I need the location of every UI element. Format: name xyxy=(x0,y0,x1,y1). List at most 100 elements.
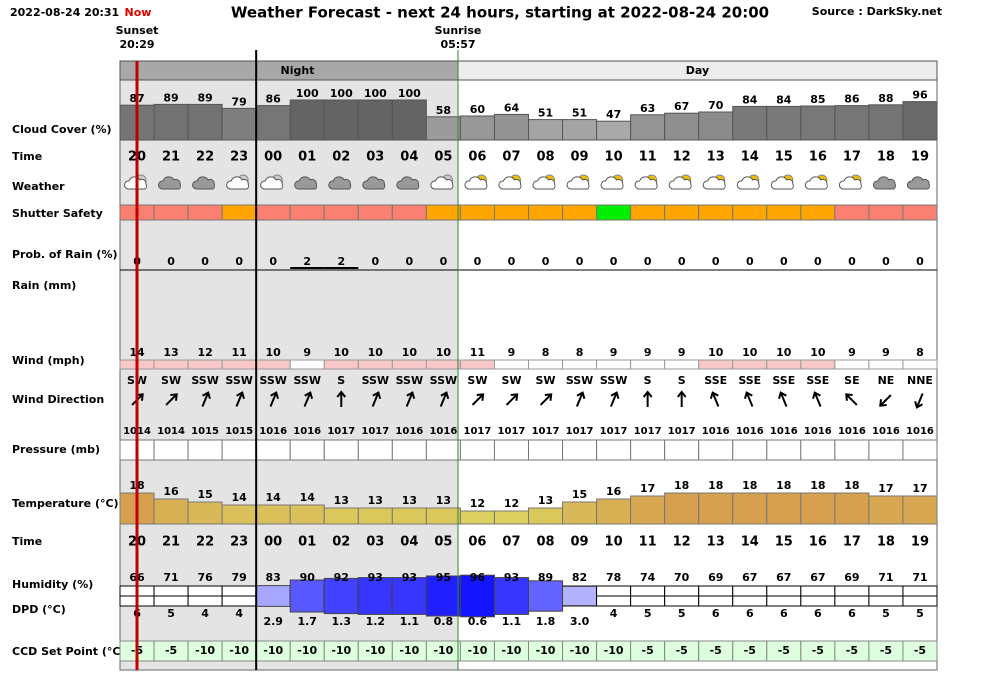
humidity-bar xyxy=(493,577,530,615)
ccd-cell xyxy=(902,640,938,662)
pressure-value: 1014 xyxy=(157,426,185,437)
rain-prob-value: 0 xyxy=(712,255,720,268)
ccd-value: -10 xyxy=(502,644,522,657)
ccd-value: -10 xyxy=(263,644,283,657)
rain-prob-value: 0 xyxy=(780,255,788,268)
pressure-cell xyxy=(834,439,870,461)
icon-cloud xyxy=(158,176,181,190)
ccd-value: -10 xyxy=(468,644,488,657)
wind-direction: SW xyxy=(161,374,181,387)
ccd-value: -5 xyxy=(778,644,790,657)
hour-label: 13 xyxy=(707,150,725,165)
wind-value: 10 xyxy=(742,346,758,359)
arrow-head xyxy=(642,390,653,398)
wind-value: 10 xyxy=(436,346,452,359)
temperature-value: 13 xyxy=(334,494,349,507)
icon-cloud xyxy=(294,176,318,190)
pressure-value: 1016 xyxy=(736,426,764,437)
wind-direction: SSW xyxy=(362,374,389,387)
pressure-value: 1016 xyxy=(838,426,866,437)
hour-label: 14 xyxy=(741,150,759,165)
pressure-value: 1017 xyxy=(668,426,696,437)
shutter-cell xyxy=(732,204,768,221)
ccd-value: -10 xyxy=(365,644,385,657)
rain-prob-value: 0 xyxy=(576,255,584,268)
rain-prob-value: 2 xyxy=(337,255,345,268)
temperature-value: 14 xyxy=(300,491,316,504)
pressure-cell xyxy=(289,439,325,461)
shutter-cell xyxy=(698,204,734,221)
shutter-cell xyxy=(664,204,700,221)
wind-direction: SSW xyxy=(566,374,593,387)
wind-direction: NE xyxy=(878,374,895,387)
cloud-value: 96 xyxy=(912,89,928,102)
hour-label: 15 xyxy=(775,150,793,165)
rain-prob-value: 0 xyxy=(848,255,856,268)
temperature-value: 16 xyxy=(163,485,179,498)
pressure-value: 1016 xyxy=(429,426,457,437)
icon-cloud xyxy=(634,176,658,190)
wind-direction: SSE xyxy=(806,374,829,387)
pressure-value: 1016 xyxy=(259,426,287,437)
cloud-bar xyxy=(698,111,734,141)
pressure-cell xyxy=(459,439,495,461)
wind-bar xyxy=(391,359,427,370)
pressure-cell xyxy=(221,439,257,461)
temperature-bar xyxy=(902,495,938,525)
cloud-value: 63 xyxy=(640,102,655,115)
wind-arrow xyxy=(879,394,892,407)
icon-cloud xyxy=(192,176,216,190)
humidity-value: 71 xyxy=(912,571,927,584)
title: Weather Forecast - next 24 hours, starti… xyxy=(231,4,769,22)
pressure-value: 1016 xyxy=(804,426,832,437)
arrow-head xyxy=(236,391,245,400)
arrow-shaft xyxy=(746,393,754,407)
wind-bar xyxy=(698,359,734,370)
arrow-shaft xyxy=(610,393,618,407)
rain-prob-value: 0 xyxy=(167,255,175,268)
wind-direction: SE xyxy=(844,374,859,387)
pressure-cell xyxy=(732,439,768,461)
humidity-value: 71 xyxy=(163,571,178,584)
icon-cloud xyxy=(124,176,147,190)
cloud-bar xyxy=(391,99,427,141)
wind-bar xyxy=(868,359,904,370)
humidity-value: 67 xyxy=(742,571,757,584)
weather-icon xyxy=(430,174,454,190)
wind-arrow xyxy=(201,391,211,407)
hour-label: 16 xyxy=(809,150,827,165)
icon-cloud xyxy=(328,176,352,190)
arrow-head xyxy=(778,391,787,400)
cloud-value: 64 xyxy=(504,101,520,114)
temperature-value: 12 xyxy=(504,497,519,510)
pressure-cell xyxy=(357,439,393,461)
humidity-value: 93 xyxy=(402,571,417,584)
icon-cloud xyxy=(770,176,794,190)
cloud-bar xyxy=(834,105,870,141)
wind-value: 8 xyxy=(542,346,550,359)
arrow-shaft xyxy=(303,393,311,407)
pressure-cell xyxy=(698,439,734,461)
arrow-shaft xyxy=(505,394,518,406)
icon-cloud xyxy=(260,176,284,190)
temperature-value: 14 xyxy=(231,491,247,504)
pressure-value: 1016 xyxy=(293,426,321,437)
arrow-head xyxy=(372,391,382,400)
wind-direction: SSE xyxy=(738,374,761,387)
wind-arrow xyxy=(575,391,586,407)
pressure-cell xyxy=(562,439,598,461)
cloud-value: 86 xyxy=(266,93,282,106)
shutter-cell xyxy=(187,204,223,221)
cloud-value: 47 xyxy=(606,108,621,121)
temperature-value: 13 xyxy=(538,494,553,507)
hour-label: 15 xyxy=(775,535,793,550)
wind-bar xyxy=(153,359,189,370)
wind-direction: SSW xyxy=(259,374,286,387)
wind-direction: S xyxy=(337,374,345,387)
temperature-value: 18 xyxy=(776,479,791,492)
weather-icon xyxy=(600,174,624,190)
hour-label: 21 xyxy=(162,150,180,165)
wind-arrow xyxy=(269,391,279,407)
weather-icon xyxy=(906,176,930,190)
pressure-cell xyxy=(391,439,427,461)
